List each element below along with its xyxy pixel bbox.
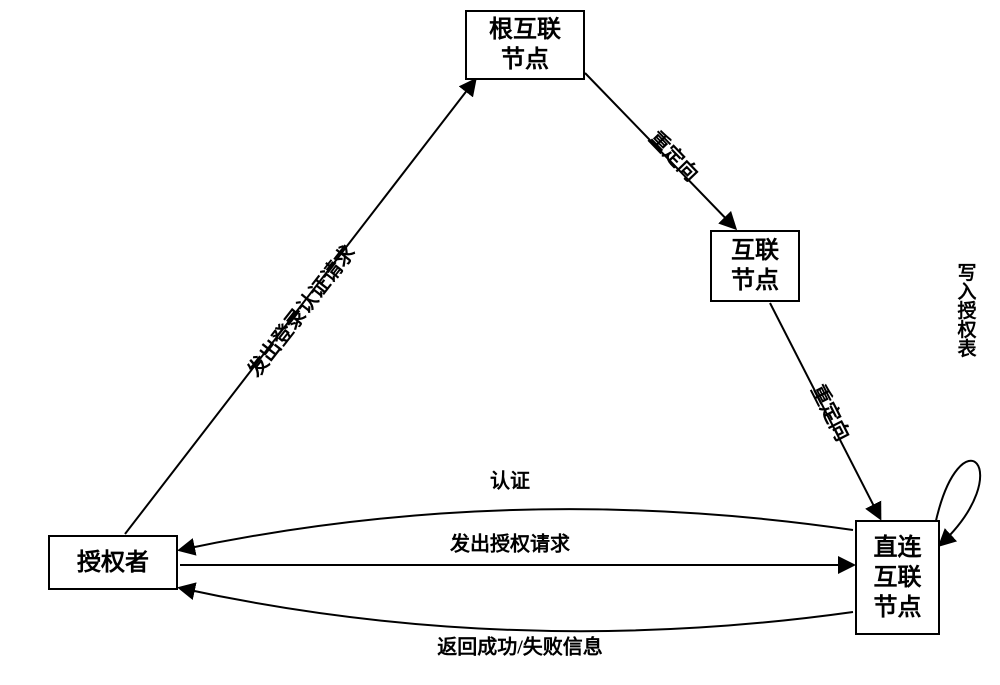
node-label: 授权者 xyxy=(77,548,149,578)
node-authorizer: 授权者 xyxy=(48,535,178,590)
node-label: 根互联节点 xyxy=(489,15,561,75)
node-label: 互联节点 xyxy=(731,236,779,296)
diagram-canvas: 根互联节点 互联节点 直连互联节点 授权者 发出登录认证请求 重定向 重定向 写… xyxy=(0,0,1000,685)
edge-label-return-result: 返回成功/失败信息 xyxy=(437,631,603,660)
edge-label-issue-auth-request: 发出授权请求 xyxy=(450,528,570,557)
node-interconnect: 互联节点 xyxy=(710,230,800,302)
node-label: 直连互联节点 xyxy=(874,533,922,623)
edge-label-write-auth-table: 写入授权表 xyxy=(952,263,979,358)
edge-label-authenticate: 认证 xyxy=(490,465,530,494)
node-root-interconnect: 根互联节点 xyxy=(465,10,585,80)
node-direct-interconnect: 直连互联节点 xyxy=(855,520,940,635)
